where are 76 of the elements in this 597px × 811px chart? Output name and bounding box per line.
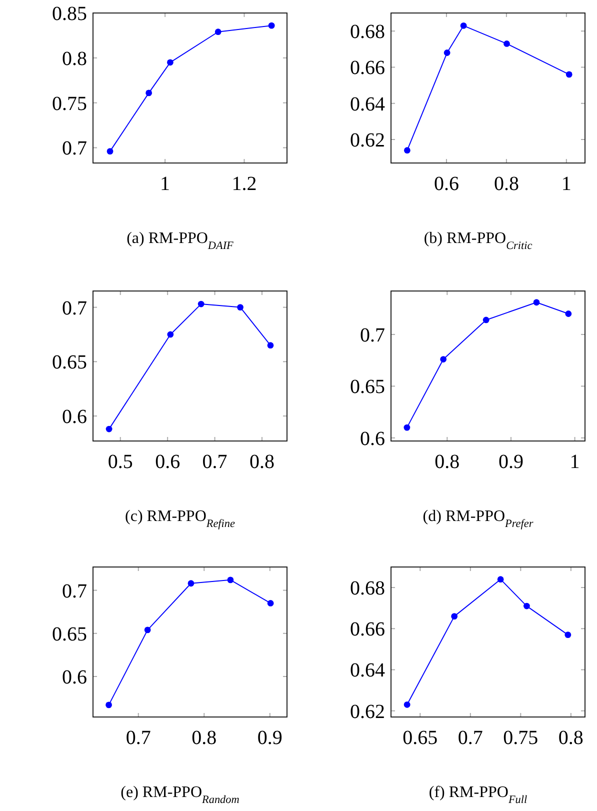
- point: [504, 40, 510, 47]
- point: [564, 632, 572, 638]
- point: [188, 580, 194, 587]
- text: (c) RM-PPO$_{Refine}$: [125, 508, 235, 530]
- point: [482, 316, 490, 324]
- y-tick-label: 0.66: [350, 57, 385, 80]
- point: [440, 356, 447, 362]
- x-tick-label: 0.8: [558, 727, 584, 749]
- x-tick-label: 0.6: [155, 451, 180, 473]
- point: [524, 602, 530, 610]
- y-tick-label: 0.68: [350, 578, 385, 600]
- y-tick-label: 0.6: [62, 666, 87, 688]
- point: [404, 701, 410, 708]
- x-tick-label: 0.7: [126, 727, 151, 749]
- y-tick-label: 0.62: [350, 130, 385, 152]
- y-tick-label: 0.65: [52, 352, 87, 374]
- x-tick-label: 0.6: [434, 173, 459, 195]
- x-tick-label: 1: [160, 173, 170, 195]
- y-tick-label: 0.75: [52, 92, 87, 115]
- x-tick-label: 0.8: [494, 173, 519, 195]
- x-tick-label: 0.8: [249, 451, 274, 473]
- y-tick-label: 0.65: [52, 623, 87, 646]
- point: [167, 59, 174, 66]
- x-tick-label: 0.9: [257, 727, 282, 749]
- y-tick-label: 0.8: [62, 48, 87, 70]
- point: [565, 310, 572, 317]
- point: [404, 424, 410, 431]
- y-tick-label: 0.7: [62, 138, 87, 160]
- x-tick-label: 0.7: [458, 727, 483, 749]
- x-tick-label: 0.5: [108, 451, 133, 473]
- text: (f) RM-PPO$_{Full}$: [428, 784, 528, 806]
- x-tick-label: 0.8: [434, 451, 460, 473]
- x-tick-label: 1: [561, 173, 572, 195]
- y-tick-label: 0.68: [350, 21, 385, 44]
- y-tick-label: 0.65: [350, 376, 385, 398]
- y-tick-label: 0.64: [350, 660, 385, 682]
- point: [451, 613, 458, 620]
- x-tick-label: 1.2: [232, 173, 257, 195]
- point: [167, 331, 174, 338]
- point: [497, 576, 504, 583]
- point: [198, 300, 204, 308]
- point: [444, 50, 450, 56]
- text: (e) RM-PPO$_{Random}$: [120, 784, 240, 806]
- y-tick-label: 0.7: [360, 324, 385, 346]
- y-tick-label: 0.7: [62, 297, 87, 320]
- point: [267, 342, 274, 349]
- y-tick-label: 0.64: [350, 93, 385, 116]
- x-tick-label: 0.75: [503, 727, 538, 749]
- point: [146, 90, 152, 96]
- text: (a) RM-PPO$_{DAIF}$: [126, 230, 234, 252]
- y-tick-label: 0.6: [360, 428, 385, 450]
- x-tick-label: 1: [570, 451, 580, 473]
- point: [106, 426, 112, 432]
- y-tick-label: 0.62: [350, 700, 385, 723]
- x-tick-label: 0.8: [192, 727, 217, 749]
- point: [214, 28, 222, 36]
- point: [106, 148, 114, 155]
- point: [106, 702, 112, 708]
- point: [268, 22, 275, 29]
- y-tick-label: 0.7: [62, 580, 87, 602]
- point: [404, 147, 410, 154]
- point: [566, 71, 572, 78]
- point: [460, 22, 467, 29]
- x-tick-label: 0.65: [402, 727, 438, 749]
- x-tick-label: 0.9: [498, 451, 524, 473]
- text: (b) RM-PPO$_{Critic}$: [424, 230, 532, 252]
- y-tick-label: 0.66: [350, 618, 385, 641]
- point: [533, 299, 540, 306]
- y-tick-label: 0.85: [52, 3, 87, 25]
- point: [267, 600, 274, 606]
- point: [144, 626, 151, 634]
- y-tick-label: 0.6: [62, 406, 87, 428]
- point: [227, 576, 234, 584]
- text: (d) RM-PPO$_{Prefer}$: [422, 508, 534, 530]
- x-tick-label: 0.7: [202, 451, 228, 473]
- point: [237, 304, 244, 311]
